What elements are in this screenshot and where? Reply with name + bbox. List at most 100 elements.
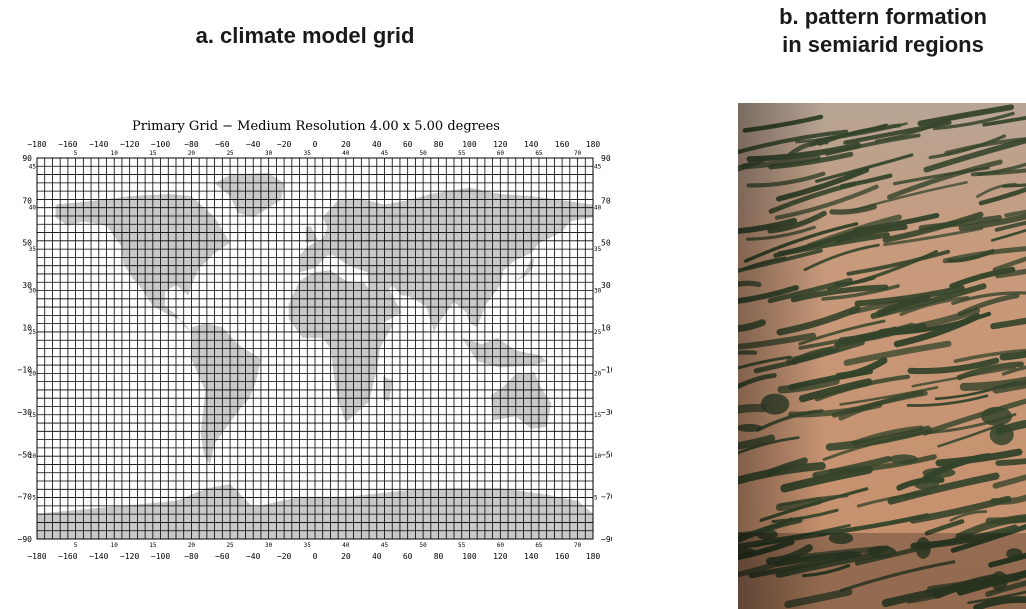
lat-tick-label-left: −50: [18, 450, 33, 459]
lon-tick-label-top: −80: [184, 140, 199, 149]
lon-tick-label-top: 20: [341, 140, 351, 149]
panel-b-title-line2: in semiarid regions: [782, 32, 984, 57]
column-index-label-top: 65: [535, 150, 543, 157]
lat-tick-label-left: −10: [18, 366, 33, 375]
column-index-label-bottom: 55: [458, 542, 466, 549]
column-index-label-top: 55: [458, 150, 466, 157]
column-index-label-bottom: 70: [574, 542, 582, 549]
lon-tick-label-bottom: −40: [246, 552, 261, 561]
lat-tick-label-right: 10: [601, 323, 611, 332]
grid-lines: [37, 158, 593, 539]
column-index-label-top: 30: [265, 150, 273, 157]
lon-tick-label-bottom: 180: [586, 552, 601, 561]
column-index-label-bottom: 10: [111, 542, 119, 549]
lon-tick-label-top: 120: [493, 140, 508, 149]
lat-tick-label-right: −30: [601, 408, 612, 417]
column-index-label-bottom: 45: [381, 542, 389, 549]
lon-tick-label-bottom: −60: [215, 552, 230, 561]
lon-tick-label-top: −120: [120, 140, 139, 149]
row-index-label-left: 5: [32, 495, 36, 502]
lon-tick-label-top: 180: [586, 140, 601, 149]
lat-tick-label-right: 90: [601, 154, 611, 163]
lon-tick-label-bottom: 80: [434, 552, 444, 561]
column-index-label-top: 45: [381, 150, 389, 157]
column-index-label-top: 70: [574, 150, 582, 157]
column-index-label-top: 10: [111, 150, 119, 157]
row-index-label-right: 20: [594, 370, 602, 377]
column-index-label-top: 25: [226, 150, 234, 157]
lon-tick-label-bottom: 0: [313, 552, 318, 561]
lat-tick-label-right: 30: [601, 281, 611, 290]
row-index-label-left: 40: [29, 205, 37, 212]
lon-tick-label-top: 60: [403, 140, 413, 149]
lat-tick-label-left: 90: [22, 154, 32, 163]
lon-tick-label-bottom: 40: [372, 552, 382, 561]
lon-tick-label-top: 0: [313, 140, 318, 149]
lat-tick-label-left: 50: [22, 239, 32, 248]
grid-figure-title: Primary Grid − Medium Resolution 4.00 x …: [132, 119, 500, 134]
lon-tick-label-top: −140: [89, 140, 108, 149]
grid-frame: [36, 157, 594, 540]
panel-a-title: a. climate model grid: [195, 23, 415, 48]
lat-tick-label-left: −70: [18, 493, 33, 502]
lat-tick-label-right: 50: [601, 239, 611, 248]
landmass-south-america: [191, 323, 261, 465]
lat-tick-label-right: −50: [601, 450, 612, 459]
landmass-greenland: [214, 172, 285, 218]
lon-tick-label-bottom: 160: [555, 552, 570, 561]
lat-tick-label-left: −30: [18, 408, 33, 417]
photo-dark-foreground: [738, 533, 1026, 609]
row-index-label-left: 30: [29, 288, 37, 295]
column-index-label-bottom: 35: [304, 542, 312, 549]
lon-tick-label-bottom: −80: [184, 552, 199, 561]
column-index-label-bottom: 20: [188, 542, 196, 549]
landmass-north-america: [55, 194, 231, 332]
row-index-label-right: 35: [594, 246, 602, 253]
column-index-label-top: 5: [74, 150, 78, 157]
lat-tick-label-right: 70: [601, 196, 611, 205]
lon-tick-label-top: 160: [555, 140, 570, 149]
lon-tick-label-top: −180: [27, 140, 46, 149]
lon-tick-label-top: −40: [246, 140, 261, 149]
climate-model-grid-map: Primary Grid − Medium Resolution 4.00 x …: [18, 119, 612, 561]
lat-tick-label-left: 30: [22, 281, 32, 290]
column-index-label-bottom: 15: [149, 542, 157, 549]
row-index-label-left: 15: [29, 412, 37, 419]
lon-tick-label-bottom: 100: [462, 552, 477, 561]
lon-tick-label-top: 40: [372, 140, 382, 149]
column-index-label-top: 40: [342, 150, 350, 157]
lat-tick-label-right: −90: [601, 535, 612, 544]
row-index-label-right: 15: [594, 412, 602, 419]
lon-tick-label-bottom: −100: [151, 552, 170, 561]
lon-tick-label-bottom: 120: [493, 552, 508, 561]
panel-b-title-line1: b. pattern formation: [779, 4, 987, 29]
row-index-label-left: 20: [29, 370, 37, 377]
lon-tick-label-top: −60: [215, 140, 230, 149]
photo-shading: [738, 103, 1026, 609]
lon-tick-label-bottom: −140: [89, 552, 108, 561]
column-index-label-top: 60: [497, 150, 505, 157]
lon-tick-label-bottom: 60: [403, 552, 413, 561]
row-index-label-left: 45: [29, 163, 37, 170]
lon-tick-label-bottom: 140: [524, 552, 539, 561]
lon-tick-label-top: 80: [434, 140, 444, 149]
semiarid-pattern-photo: [738, 103, 1026, 609]
axis-tick-labels: −180−180−160−160−140−140−120−120−100−100…: [18, 140, 612, 561]
lat-tick-label-left: 70: [22, 196, 32, 205]
lon-tick-label-top: −20: [277, 140, 292, 149]
row-index-label-left: 25: [29, 329, 37, 336]
column-index-label-top: 50: [419, 150, 427, 157]
row-index-label-right: 45: [594, 163, 602, 170]
row-index-label-right: 30: [594, 288, 602, 295]
landmass-japan: [515, 257, 535, 281]
row-index-label-right: 40: [594, 205, 602, 212]
column-index-label-bottom: 5: [74, 542, 78, 549]
lat-tick-label-right: −10: [601, 366, 612, 375]
column-index-label-top: 20: [188, 150, 196, 157]
lon-tick-label-bottom: −180: [27, 552, 46, 561]
lon-tick-label-top: −100: [151, 140, 170, 149]
lon-tick-label-bottom: −120: [120, 552, 139, 561]
row-index-label-right: 25: [594, 329, 602, 336]
row-index-label-right: 10: [594, 453, 602, 460]
lon-tick-label-bottom: −160: [58, 552, 77, 561]
